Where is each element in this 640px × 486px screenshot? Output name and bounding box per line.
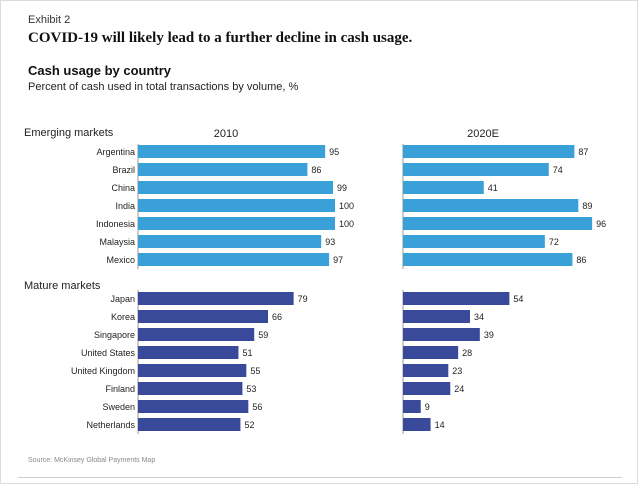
country-label-brazil: Brazil (112, 165, 135, 175)
value-label-finland-2020e: 24 (454, 384, 464, 394)
bar-singapore-2010 (138, 328, 255, 341)
bar-argentina-2010 (138, 145, 326, 158)
country-label-malaysia: Malaysia (99, 237, 135, 247)
bar-mexico-2010 (138, 253, 330, 266)
value-label-china-2010: 99 (337, 183, 347, 193)
bar-netherlands-2020e (403, 418, 431, 431)
bar-malaysia-2020e (403, 235, 545, 248)
bar-united-states-2020e (403, 346, 459, 359)
group-label-emerging: Emerging markets (24, 127, 114, 139)
bar-united-kingdom-2010 (138, 364, 247, 377)
value-label-japan-2010: 79 (298, 294, 308, 304)
country-label-japan: Japan (110, 294, 135, 304)
value-label-sweden-2020e: 9 (425, 402, 430, 412)
bar-indonesia-2020e (403, 217, 593, 230)
value-label-finland-2010: 53 (246, 384, 256, 394)
value-label-brazil-2020e: 74 (553, 165, 563, 175)
bar-argentina-2020e (403, 145, 575, 158)
value-label-malaysia-2010: 93 (325, 237, 335, 247)
value-label-china-2020e: 41 (488, 183, 498, 193)
value-label-japan-2020e: 54 (513, 294, 523, 304)
value-label-singapore-2020e: 39 (484, 330, 494, 340)
headline: COVID-19 will likely lead to a further d… (28, 30, 413, 46)
value-label-singapore-2010: 59 (258, 330, 268, 340)
bar-sweden-2020e (403, 400, 421, 413)
value-label-united-states-2020e: 28 (462, 348, 472, 358)
bottom-divider (18, 477, 622, 478)
source-note: Source: McKinsey Global Payments Map (28, 457, 156, 464)
bar-finland-2020e (403, 382, 451, 395)
value-label-united-kingdom-2020e: 23 (452, 366, 462, 376)
value-label-indonesia-2010: 100 (339, 219, 354, 229)
panel-header-2020E: 2020E (467, 128, 499, 140)
value-label-brazil-2010: 86 (311, 165, 321, 175)
value-label-malaysia-2020e: 72 (549, 237, 559, 247)
value-label-india-2020e: 89 (582, 201, 592, 211)
value-label-mexico-2020e: 86 (576, 255, 586, 265)
country-label-united-states: United States (81, 348, 136, 358)
value-label-indonesia-2020e: 96 (596, 219, 606, 229)
country-label-sweden: Sweden (102, 402, 135, 412)
country-label-finland: Finland (105, 384, 135, 394)
country-label-korea: Korea (111, 312, 135, 322)
bar-mexico-2020e (403, 253, 573, 266)
value-label-united-states-2010: 51 (242, 348, 252, 358)
value-label-sweden-2010: 56 (252, 402, 262, 412)
chart-description: Percent of cash used in total transactio… (28, 81, 299, 93)
bar-india-2020e (403, 199, 579, 212)
value-label-netherlands-2010: 52 (244, 420, 254, 430)
country-label-india: India (115, 201, 135, 211)
bar-malaysia-2010 (138, 235, 322, 248)
bar-netherlands-2010 (138, 418, 241, 431)
group-label-mature: Mature markets (24, 280, 101, 292)
exhibit-number: Exhibit 2 (28, 14, 71, 26)
value-label-argentina-2020e: 87 (578, 147, 588, 157)
panel-header-2010: 2010 (214, 128, 238, 140)
bar-finland-2010 (138, 382, 243, 395)
country-label-mexico: Mexico (106, 255, 135, 265)
value-label-netherlands-2020e: 14 (435, 420, 445, 430)
bar-china-2020e (403, 181, 484, 194)
value-label-united-kingdom-2010: 55 (250, 366, 260, 376)
chart-title: Cash usage by country (28, 63, 172, 78)
bar-brazil-2010 (138, 163, 308, 176)
country-label-argentina: Argentina (96, 147, 135, 157)
bar-china-2010 (138, 181, 334, 194)
country-label-indonesia: Indonesia (96, 219, 135, 229)
bar-indonesia-2010 (138, 217, 335, 230)
bar-korea-2020e (403, 310, 470, 323)
bar-sweden-2010 (138, 400, 249, 413)
country-label-china: China (111, 183, 135, 193)
value-label-korea-2020e: 34 (474, 312, 484, 322)
value-label-argentina-2010: 95 (329, 147, 339, 157)
bar-united-states-2010 (138, 346, 239, 359)
bar-japan-2020e (403, 292, 510, 305)
country-label-netherlands: Netherlands (86, 420, 135, 430)
bar-india-2010 (138, 199, 335, 212)
bar-united-kingdom-2020e (403, 364, 449, 377)
bar-japan-2010 (138, 292, 294, 305)
country-label-united-kingdom: United Kingdom (71, 366, 135, 376)
value-label-mexico-2010: 97 (333, 255, 343, 265)
country-label-singapore: Singapore (94, 330, 135, 340)
bar-brazil-2020e (403, 163, 549, 176)
value-label-india-2010: 100 (339, 201, 354, 211)
bar-korea-2010 (138, 310, 269, 323)
value-label-korea-2010: 66 (272, 312, 282, 322)
bar-singapore-2020e (403, 328, 480, 341)
